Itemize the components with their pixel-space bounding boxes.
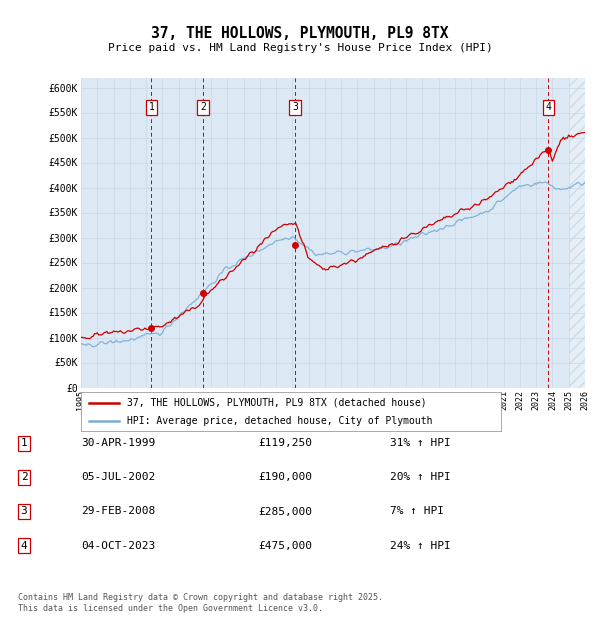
Text: 05-JUL-2002: 05-JUL-2002 — [81, 472, 155, 482]
Text: 4: 4 — [20, 541, 28, 551]
Text: 1: 1 — [20, 438, 28, 448]
Text: HPI: Average price, detached house, City of Plymouth: HPI: Average price, detached house, City… — [127, 416, 433, 427]
Text: Contains HM Land Registry data © Crown copyright and database right 2025.
This d: Contains HM Land Registry data © Crown c… — [18, 593, 383, 613]
Text: 37, THE HOLLOWS, PLYMOUTH, PL9 8TX: 37, THE HOLLOWS, PLYMOUTH, PL9 8TX — [151, 26, 449, 41]
Text: 7% ↑ HPI: 7% ↑ HPI — [390, 507, 444, 516]
Text: £475,000: £475,000 — [258, 541, 312, 551]
Text: 37, THE HOLLOWS, PLYMOUTH, PL9 8TX (detached house): 37, THE HOLLOWS, PLYMOUTH, PL9 8TX (deta… — [127, 398, 427, 408]
Text: 3: 3 — [20, 507, 28, 516]
Text: 3: 3 — [292, 102, 298, 112]
Text: 24% ↑ HPI: 24% ↑ HPI — [390, 541, 451, 551]
Text: 30-APR-1999: 30-APR-1999 — [81, 438, 155, 448]
Text: 04-OCT-2023: 04-OCT-2023 — [81, 541, 155, 551]
Text: 1: 1 — [148, 102, 154, 112]
Text: 4: 4 — [545, 102, 551, 112]
Text: Price paid vs. HM Land Registry's House Price Index (HPI): Price paid vs. HM Land Registry's House … — [107, 43, 493, 53]
Bar — [569, 78, 585, 388]
Text: £285,000: £285,000 — [258, 507, 312, 516]
Text: £190,000: £190,000 — [258, 472, 312, 482]
Text: 2: 2 — [200, 102, 206, 112]
Text: 2: 2 — [20, 472, 28, 482]
Bar — [569, 78, 585, 388]
Text: 31% ↑ HPI: 31% ↑ HPI — [390, 438, 451, 448]
Text: £119,250: £119,250 — [258, 438, 312, 448]
Text: 20% ↑ HPI: 20% ↑ HPI — [390, 472, 451, 482]
Text: 29-FEB-2008: 29-FEB-2008 — [81, 507, 155, 516]
